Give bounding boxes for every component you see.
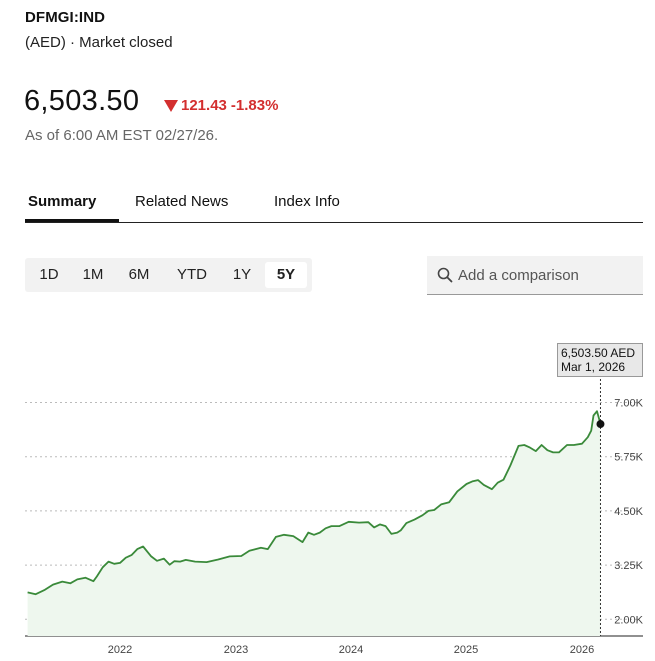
price-change: 121.43 -1.83% (164, 97, 278, 114)
tab-index-info[interactable]: Index Info (274, 193, 340, 210)
time-range-selector: 1D 1M 6M YTD 1Y 5Y (25, 258, 312, 292)
tooltip-value: 6,503.50 AED (561, 346, 636, 360)
series-area (27, 411, 601, 636)
x-tick-label: 2023 (224, 644, 248, 656)
last-price: 6,503.50 (24, 85, 140, 117)
x-tick-label: 2026 (570, 644, 594, 656)
as-of-timestamp: As of 6:00 AM EST 02/27/26. (25, 127, 219, 144)
series-line (27, 410, 602, 596)
x-tick-label: 2022 (108, 644, 132, 656)
range-ytd-button[interactable]: YTD (177, 266, 207, 283)
y-tick-label: 7.00K (614, 398, 643, 410)
range-6m-button[interactable]: 6M (128, 266, 150, 283)
y-tick-label: 2.00K (614, 614, 643, 626)
tab-related-news[interactable]: Related News (135, 193, 229, 210)
x-tick-label: 2025 (454, 644, 478, 656)
down-arrow-icon (164, 99, 178, 112)
comparison-placeholder: Add a comparison (458, 267, 579, 284)
change-value: 121.43 (181, 97, 227, 114)
tooltip-date: Mar 1, 2026 (561, 360, 626, 374)
currency-market-status: (AED) · Market closed (25, 34, 173, 51)
range-1y-button[interactable]: 1Y (232, 266, 252, 283)
index-symbol: DFMGI:IND (25, 9, 106, 26)
x-tick-label: 2024 (339, 644, 363, 656)
tab-bar: Summary Related News Index Info (25, 185, 643, 223)
tab-summary[interactable]: Summary (28, 193, 97, 210)
change-percent: -1.83% (230, 97, 279, 114)
active-tab-indicator (25, 219, 119, 222)
y-tick-label: 4.50K (614, 506, 643, 518)
chart-tooltip: 6,503.50 AED Mar 1, 2026 (557, 343, 643, 377)
range-1m-button[interactable]: 1M (82, 266, 104, 283)
last-point-marker (596, 420, 605, 429)
price-chart[interactable]: 2.00K 3.25K 4.50K 5.75K 7.00K 2022 2023 2024 202… (0, 330, 655, 661)
range-1d-button[interactable]: 1D (39, 266, 59, 283)
y-tick-label: 5.75K (614, 452, 643, 464)
add-comparison-input[interactable]: Add a comparison (427, 256, 643, 295)
search-icon (437, 267, 453, 283)
range-5y-button[interactable]: 5Y (265, 262, 307, 288)
y-tick-label: 3.25K (614, 560, 643, 572)
